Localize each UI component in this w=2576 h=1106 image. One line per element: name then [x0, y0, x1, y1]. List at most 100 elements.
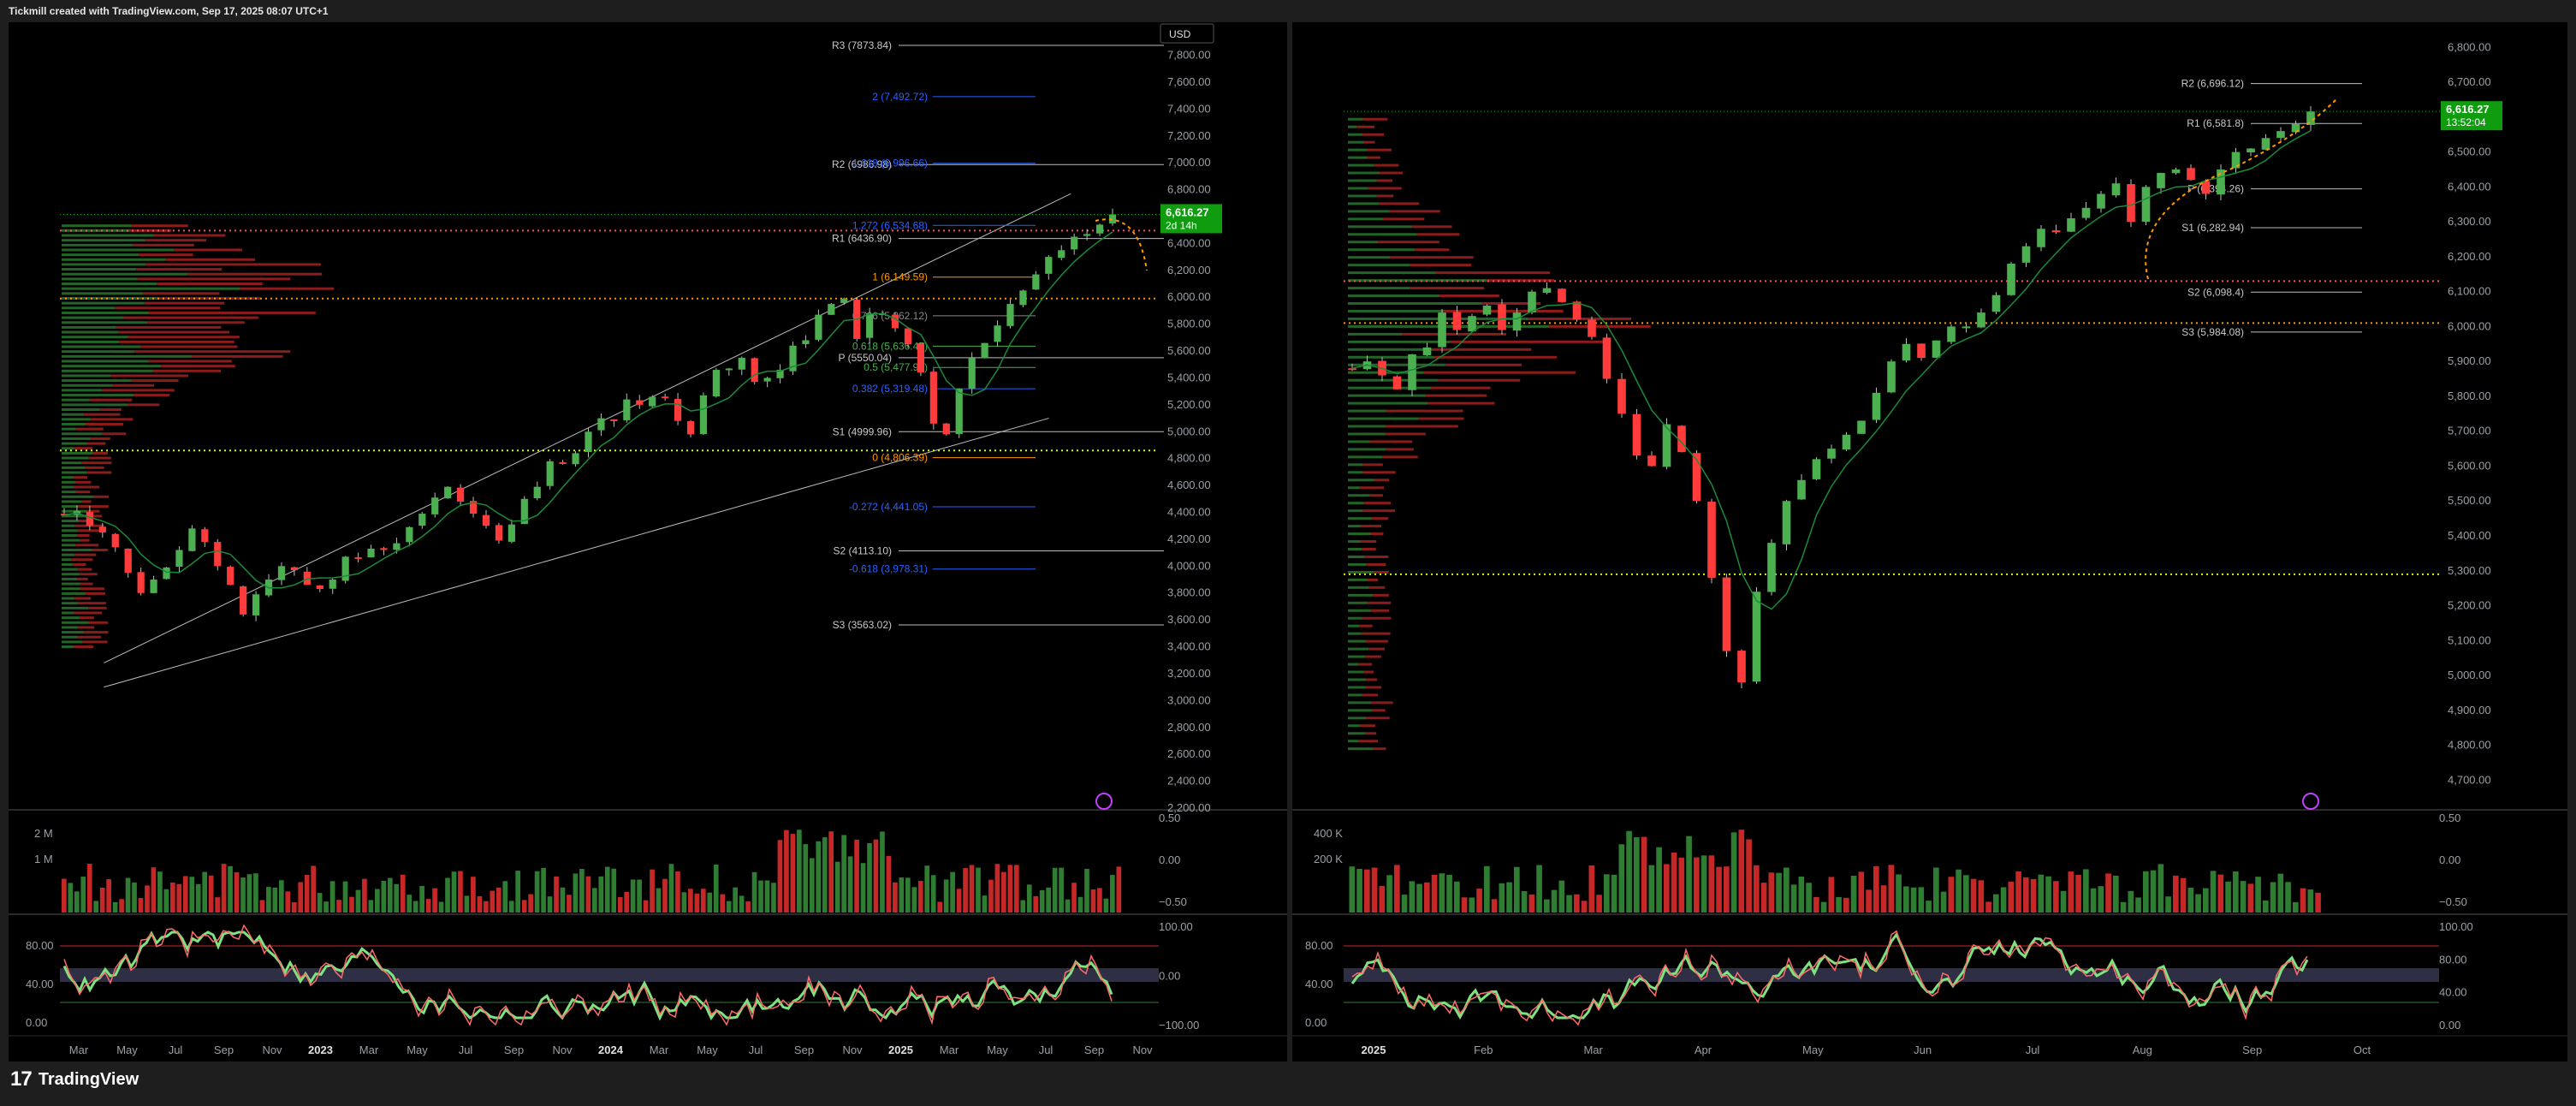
volume-profile-bar-up [1348, 324, 1550, 328]
volume-bar [68, 883, 74, 913]
oscillator-axis-label: 40.00 [26, 978, 54, 990]
volume-bar [797, 830, 802, 913]
volume-bar [764, 880, 770, 913]
volume-profile-bar-up [62, 626, 78, 629]
volume-profile-bar-up [62, 369, 153, 372]
x-axis-tick-label: Sep [2242, 1044, 2262, 1056]
volume-bar [311, 865, 316, 913]
volume-bar [2293, 901, 2299, 913]
volume-profile-bar-down [102, 389, 175, 392]
volume-profile-bar-up [62, 456, 89, 460]
volume-profile-bar-up [1348, 747, 1374, 751]
candle-bull [2037, 229, 2045, 247]
candle-bull [431, 497, 439, 514]
volume-bar [598, 876, 604, 913]
right-chart-panel[interactable]: 6,800.006,700.006,600.006,500.006,400.00… [1292, 22, 2567, 1061]
left-chart-panel[interactable]: 7,800.00 7,600.00 7,400.00 7,200.00 7,000.00… [9, 22, 1287, 1061]
volume-right-axis-label: 0.50 [1159, 812, 1180, 824]
moving-average-line [63, 231, 1113, 589]
candle-bear [227, 567, 234, 586]
volume-bar [195, 883, 201, 913]
volume-bar [1940, 891, 1947, 913]
volume-profile-bar-down [1371, 517, 1389, 520]
volume-profile-bar-up [1348, 179, 1377, 182]
pivot-level-label: S1 (6,282.94) [2181, 222, 2244, 234]
volume-bar [1738, 830, 1745, 913]
volume-bar [1052, 867, 1058, 913]
volume-bar [2285, 882, 2291, 913]
volume-profile-bar-up [62, 587, 80, 591]
candle-bull [1512, 312, 1522, 331]
x-axis-tick-label: Nov [262, 1044, 282, 1056]
left-chart-svg[interactable]: 7,800.00 7,600.00 7,400.00 7,200.00 7,000.00… [9, 22, 1287, 1061]
volume-bar [1798, 876, 1805, 913]
volume-bar [1596, 895, 1602, 913]
volume-profile-bar-down [118, 330, 230, 334]
trend-channel-upper [104, 193, 1071, 663]
volume-bar [477, 895, 483, 913]
candle-bull [1006, 304, 1014, 326]
volume-profile-bar-down [1385, 432, 1426, 436]
candle-bear [240, 586, 247, 615]
volume-profile-bar-up [1348, 455, 1383, 459]
volume-bar [329, 881, 335, 913]
volume-bar [579, 869, 585, 913]
candle-bull [2261, 138, 2270, 150]
volume-bar [298, 882, 304, 913]
candle-bull [597, 418, 605, 431]
volume-bar [1521, 891, 1528, 913]
volume-bar [1618, 844, 1625, 913]
volume-profile-bar-down [132, 243, 194, 247]
volume-bar [349, 896, 354, 913]
volume-bar [694, 893, 700, 913]
volume-bar [278, 880, 284, 913]
volume-profile-bar-down [1481, 302, 1541, 306]
volume-bar [515, 871, 521, 913]
volume-profile-bar-up [1348, 586, 1369, 589]
volume-bar [407, 895, 413, 913]
volume-bar [828, 831, 834, 913]
volume-bar [490, 890, 496, 913]
x-axis-tick-label: Mar [940, 1044, 959, 1056]
volume-bar [1716, 866, 1722, 913]
volume-profile-bar-up [62, 268, 137, 271]
volume-bar [956, 889, 962, 913]
volume-bar [1084, 869, 1089, 913]
volume-profile-bar-down [1386, 448, 1414, 451]
volume-profile-bar-down [139, 253, 193, 257]
volume-profile-bar-down [147, 321, 245, 324]
volume-profile-bar-down [1367, 601, 1392, 604]
volume-bar [1071, 883, 1077, 913]
x-axis-tick-label: Mar [359, 1044, 379, 1056]
candle-bear [1737, 651, 1746, 683]
volume-profile-bar-down [92, 548, 108, 551]
volume-profile-bar-down [1549, 324, 1651, 328]
volume-profile-bar-up [62, 374, 111, 378]
candle-bull [1842, 434, 1851, 450]
volume-profile-bar-down [102, 432, 127, 436]
volume-bar [930, 875, 936, 913]
volume-profile-bar-down [1362, 133, 1385, 136]
volume-bar [2315, 892, 2321, 913]
volume-profile-bar-down [87, 509, 100, 513]
volume-profile-bar-down [1370, 701, 1393, 705]
x-axis-tick-label: Nov [552, 1044, 573, 1056]
volume-profile-bar-down [116, 325, 222, 329]
volume-bar [668, 864, 674, 913]
candle-bear [1572, 301, 1582, 320]
volume-profile-bar-up [62, 562, 73, 566]
y-axis-tick-label: 5,300.00 [2448, 564, 2491, 577]
volume-profile-bar-down [74, 645, 93, 649]
volume-bar [438, 901, 444, 913]
volume-profile-bar-up [62, 398, 90, 401]
candle-bull [2007, 264, 2015, 295]
volume-bar [1439, 873, 1445, 913]
pivot-level-label: R3 (7873.84) [832, 39, 892, 51]
volume-profile-bar-down [1369, 440, 1413, 443]
volume-profile-bar-up [62, 263, 145, 266]
volume-bar [1963, 875, 1969, 913]
candle-bear [917, 342, 925, 373]
volume-bar [2150, 870, 2157, 913]
right-chart-svg[interactable]: 6,800.006,700.006,600.006,500.006,400.00… [1292, 22, 2567, 1061]
volume-profile-bar-up [1348, 717, 1367, 720]
